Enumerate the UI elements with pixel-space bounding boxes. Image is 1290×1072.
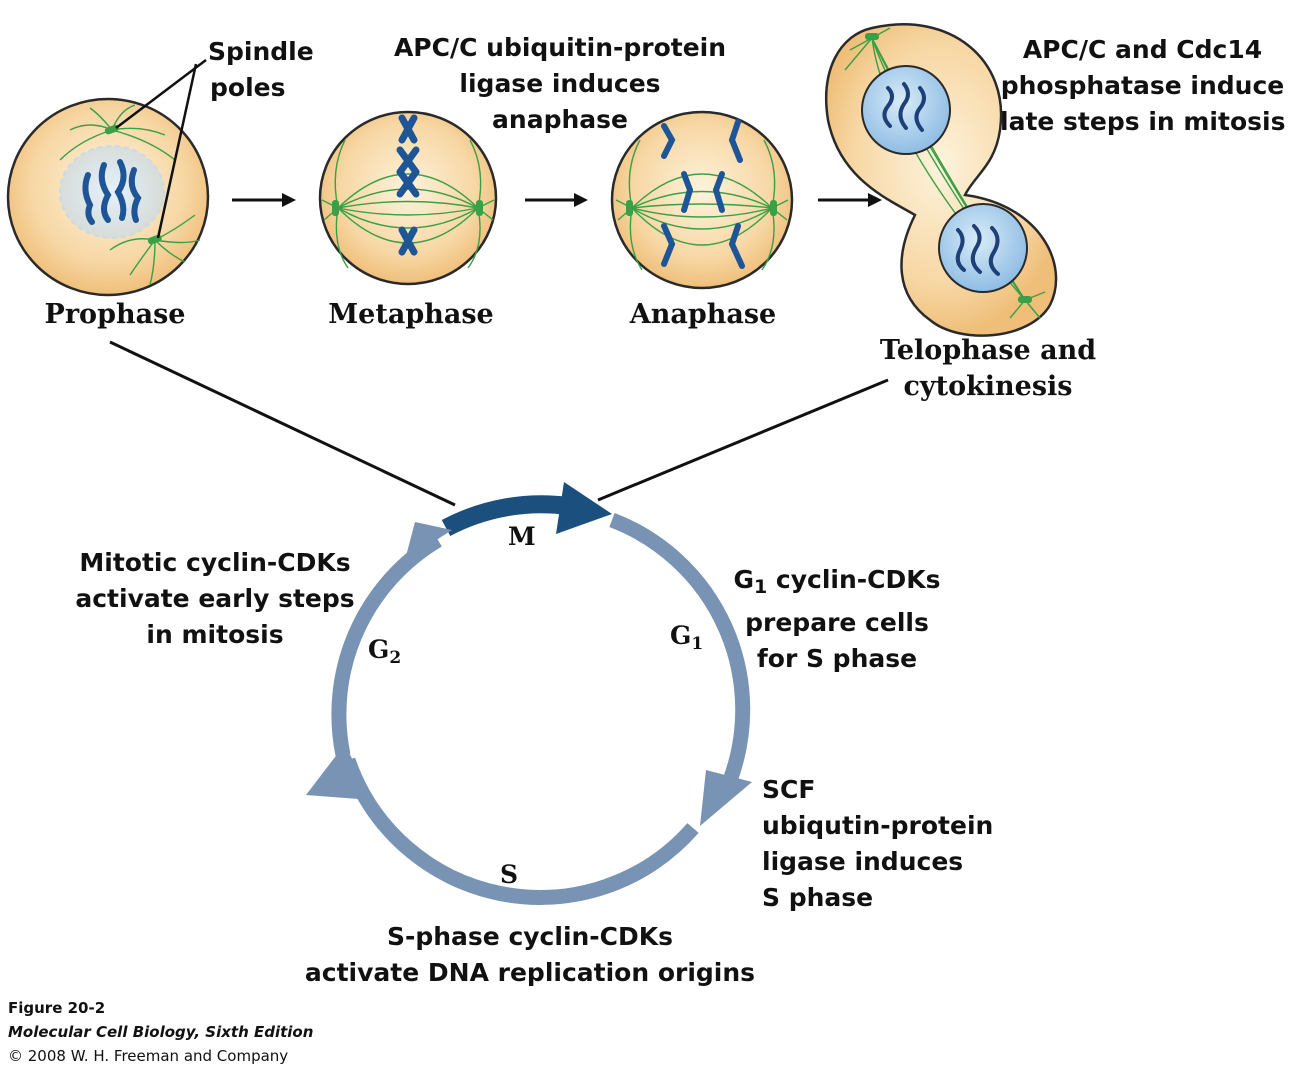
prophase-nucleus	[59, 145, 165, 239]
prophase-chromosomes	[82, 159, 142, 225]
mitotic-cdks-label: Mitotic cyclin-CDKs activate early steps…	[75, 548, 355, 649]
phase-label-g2: G2	[368, 635, 402, 668]
g1-arrowhead	[700, 770, 752, 826]
phase-label-m: M	[508, 522, 536, 551]
m-arrowhead	[556, 482, 612, 534]
telophase-nucleus-lower	[938, 203, 1028, 293]
metaphase-chromosomes	[396, 114, 420, 256]
cycle-ring	[331, 495, 751, 905]
s-arrowhead	[306, 744, 372, 800]
prophase-cell	[6, 97, 210, 297]
apc-cdc14-label: APC/C and Cdc14 phosphatase induce late …	[1000, 35, 1286, 136]
phase-label-s: S	[500, 860, 519, 889]
g2-arrowhead	[405, 522, 452, 560]
stage-anaphase: Anaphase	[629, 299, 777, 330]
stage-arrows	[232, 193, 882, 207]
anaphase-cell	[610, 110, 794, 290]
m-arrow-body	[441, 495, 570, 537]
s-arrow-body	[340, 757, 699, 905]
telophase-chromatin	[882, 82, 1000, 276]
g1-cdks-label: G1 cyclin-CDKs prepare cells for S phase	[733, 565, 941, 673]
phase-label-g1: G1	[670, 621, 704, 654]
m-phase-connectors	[109, 340, 889, 507]
g2-arrow-body	[331, 533, 442, 757]
g1-arrow-body	[609, 512, 751, 786]
metaphase-cell	[318, 110, 498, 286]
cycle-arrowheads	[306, 482, 752, 826]
apc-anaphase-label: APC/C ubiquitin-protein ligase induces a…	[393, 33, 727, 134]
spindle-poles-label: Spindle poles	[208, 37, 314, 102]
figure-caption: Figure 20-2 Molecular Cell Biology, Sixt…	[8, 999, 314, 1065]
scf-label: SCF ubiqutin-protein ligase induces S ph…	[762, 775, 994, 912]
s-cdks-label: S-phase cyclin-CDKs activate DNA replica…	[304, 922, 756, 987]
stage-prophase: Prophase	[44, 299, 186, 330]
anaphase-chromosomes	[661, 119, 745, 269]
telophase-cell	[825, 23, 1058, 337]
telophase-nucleus-upper	[861, 65, 951, 155]
stage-metaphase: Metaphase	[328, 299, 494, 330]
spindle-pole-leaders	[115, 59, 207, 239]
stage-telophase: Telophase and cytokinesis	[879, 335, 1097, 402]
